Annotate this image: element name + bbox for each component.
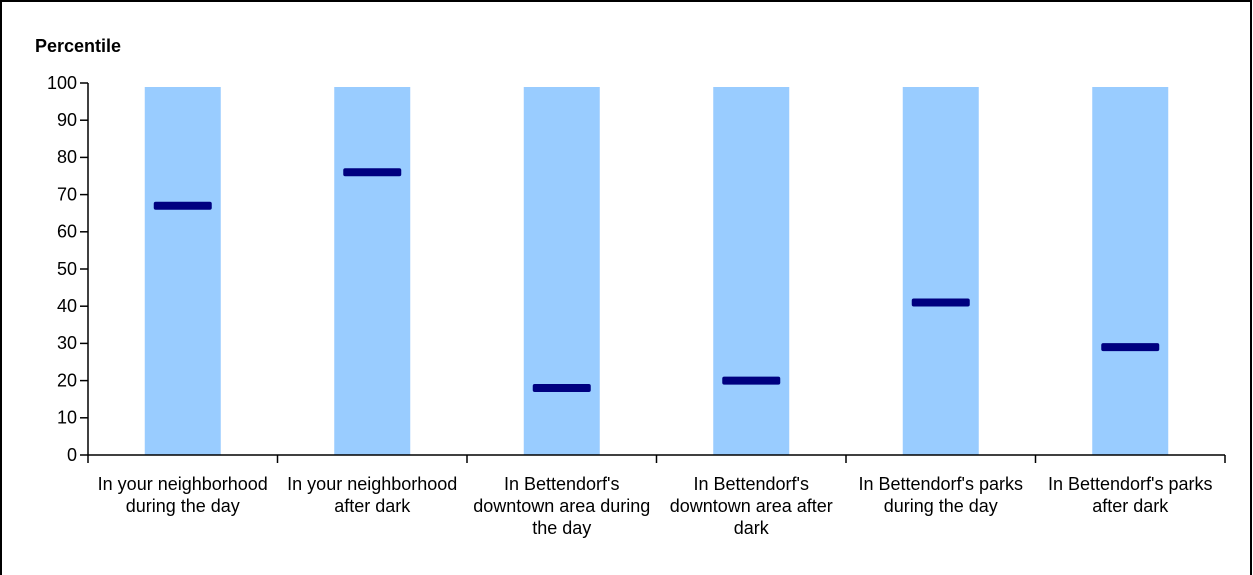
- x-tick-label: In your neighborhood during the day: [97, 474, 268, 516]
- x-tick-label-box: In Bettendorf's downtown area during the…: [473, 474, 651, 538]
- y-tick-label: 30: [57, 333, 77, 353]
- marker: [153, 201, 212, 210]
- range-column: [334, 87, 411, 455]
- x-tick-label: In Bettendorf's parks during the day: [858, 474, 1024, 516]
- y-tick-label: 0: [67, 445, 77, 465]
- x-tick-label-box: In Bettendorf's downtown area after dark: [669, 474, 833, 538]
- x-tick-label: In Bettendorf's parks after dark: [1047, 474, 1213, 516]
- x-tick-label: In Bettendorf's downtown area during the…: [473, 474, 651, 538]
- x-tick-label-box: In Bettendorf's parks after dark: [1047, 474, 1213, 516]
- y-tick-label: 80: [57, 147, 77, 167]
- range-column: [523, 87, 600, 455]
- x-tick-label-box: In Bettendorf's parks during the day: [858, 474, 1024, 516]
- x-tick-label-box: In your neighborhood during the day: [97, 474, 268, 516]
- y-tick-label: 20: [57, 370, 77, 390]
- y-tick-label: 10: [57, 408, 77, 428]
- x-tick-label: In Bettendorf's downtown area after dark: [669, 474, 833, 538]
- y-tick-label: 60: [57, 222, 77, 242]
- y-tick-label: 70: [57, 184, 77, 204]
- range-column: [1092, 87, 1169, 455]
- y-axis-label: Percentile: [35, 36, 121, 56]
- range-column: [144, 87, 221, 455]
- marker: [343, 168, 402, 177]
- x-tick-label: In your neighborhood after dark: [287, 474, 458, 516]
- y-tick-label: 100: [47, 73, 77, 93]
- marker: [722, 376, 781, 385]
- marker: [911, 298, 970, 307]
- marker: [532, 384, 591, 393]
- range-column: [902, 87, 979, 455]
- y-tick-label: 90: [57, 110, 77, 130]
- marker: [1101, 343, 1160, 352]
- y-tick-label: 40: [57, 296, 77, 316]
- x-tick-label-box: In your neighborhood after dark: [287, 474, 458, 516]
- y-tick-label: 50: [57, 259, 77, 279]
- range-column: [713, 87, 790, 455]
